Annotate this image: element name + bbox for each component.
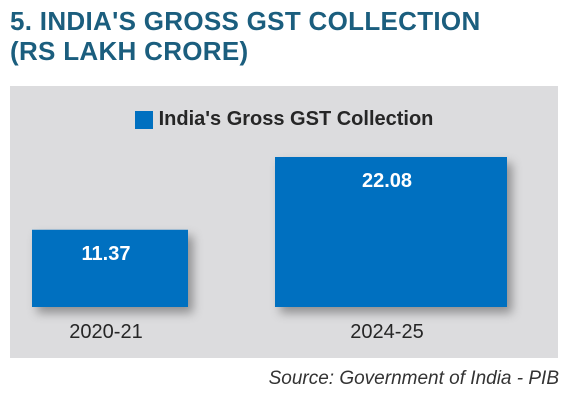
legend: India's Gross GST Collection [10,108,558,131]
legend-swatch [134,110,153,129]
bar-2024-25 [275,157,507,307]
bar-2020-21 [32,229,188,307]
chart-title-line-1: 5. INDIA'S GROSS GST COLLECTION [10,6,481,36]
chart-title: 5. INDIA'S GROSS GST COLLECTION (RS LAKH… [10,6,575,66]
chart-panel: India's Gross GST Collection 11.37 2020-2… [10,86,558,358]
legend-label: India's Gross GST Collection [158,108,434,130]
data-label-2020-21: 11.37 [82,243,131,265]
x-tick-label-2020-21: 2020-21 [69,321,142,343]
x-tick-label-2024-25: 2024-25 [350,321,423,343]
source-note: Source: Government of India - PIB [268,368,559,389]
chart-title-line-2: (RS LAKH CRORE) [10,36,249,66]
data-label-2024-25: 22.08 [362,170,412,192]
bar-chart-plot: 11.37 2020-21 22.08 2024-25 [32,157,507,343]
